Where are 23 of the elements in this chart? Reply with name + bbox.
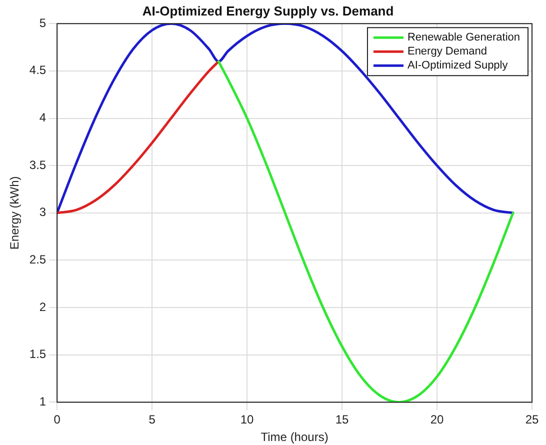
x-tick-label: 25 xyxy=(525,412,539,427)
x-tick-label: 0 xyxy=(54,412,61,427)
y-tick-label: 3 xyxy=(39,205,46,220)
legend-label: Renewable Generation xyxy=(407,32,520,44)
y-tick-label: 4 xyxy=(39,110,46,125)
y-tick-label: 2 xyxy=(39,300,46,314)
y-tick-label: 1 xyxy=(39,394,46,409)
y-axis-title: Energy (kWh) xyxy=(8,176,22,250)
legend-label: AI-Optimized Supply xyxy=(407,60,508,72)
y-tick-label: 5 xyxy=(39,16,46,30)
y-tick-label: 1.5 xyxy=(29,347,46,362)
y-tick-label: 3.5 xyxy=(29,158,46,172)
x-axis-title: Time (hours) xyxy=(260,430,328,444)
line-series xyxy=(57,60,220,214)
chart-title: AI-Optimized Energy Supply vs. Demand xyxy=(142,3,394,18)
legend-label: Energy Demand xyxy=(407,46,487,58)
x-tick-label: 5 xyxy=(148,412,156,427)
x-tick-label: 10 xyxy=(240,412,254,427)
x-tick-label: 15 xyxy=(335,412,350,427)
x-tick-label: 20 xyxy=(430,412,444,427)
y-tick-label: 4.5 xyxy=(29,63,46,78)
y-tick-label: 2.5 xyxy=(29,252,46,267)
line-series xyxy=(217,60,514,402)
